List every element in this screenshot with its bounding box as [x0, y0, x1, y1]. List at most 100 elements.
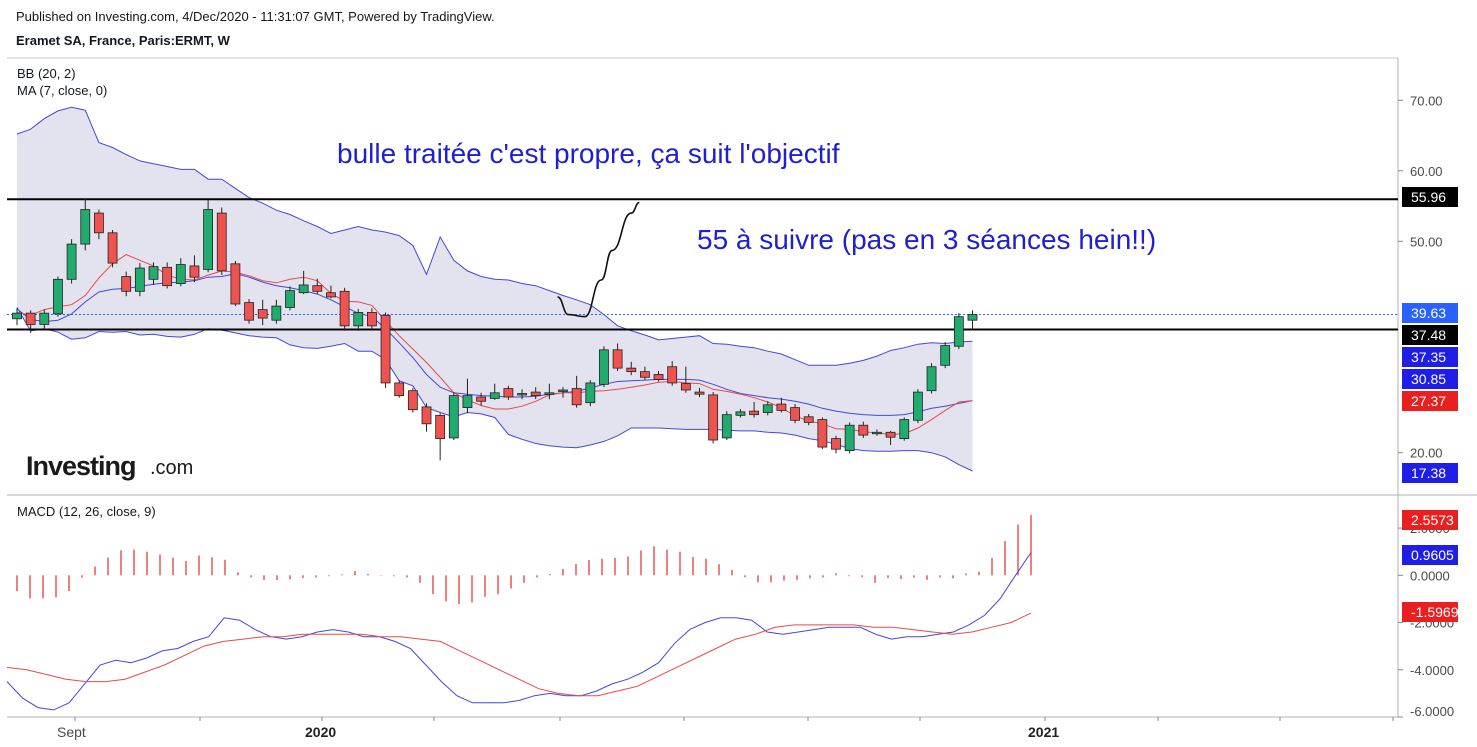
- candle: [12, 308, 22, 326]
- candle-body: [489, 392, 500, 399]
- price-tag-bg: [1402, 510, 1458, 530]
- candle-body: [339, 290, 350, 327]
- price-axis[interactable]: 70.00 60.00 50.00 20.00: [1398, 93, 1443, 461]
- price-tag-bg: [1402, 303, 1458, 323]
- candle-body: [189, 265, 200, 278]
- candle: [380, 312, 391, 388]
- candle-body: [558, 389, 568, 392]
- price-tag-bg: [1402, 391, 1458, 411]
- candle: [735, 409, 746, 418]
- candle: [667, 361, 678, 386]
- hand-drawn-projection: [557, 201, 640, 318]
- candle: [39, 309, 50, 330]
- price-pane[interactable]: [7, 106, 1398, 472]
- macd-pane[interactable]: [6, 514, 1032, 711]
- candle: [326, 285, 336, 299]
- candle: [353, 308, 364, 331]
- candle-body: [421, 406, 432, 425]
- candle: [571, 375, 582, 408]
- time-axis[interactable]: Sept 2020 2021: [57, 717, 1394, 740]
- candle: [967, 310, 978, 330]
- macd-tags: 2.5573 0.9605 -1.5969: [1402, 510, 1459, 622]
- price-tag: 37.48: [1402, 325, 1458, 345]
- candle-body: [312, 285, 323, 292]
- candle-body: [175, 264, 186, 284]
- candle-body: [476, 396, 487, 402]
- candle-body: [708, 394, 719, 441]
- price-tag-value: 0.9605: [1411, 547, 1454, 563]
- price-tag: 2.5573: [1402, 510, 1458, 530]
- price-tag-bg: [1402, 369, 1458, 389]
- macd-signal-line: [6, 612, 1032, 697]
- candle-body: [953, 316, 964, 347]
- candle-body: [967, 314, 978, 321]
- candle: [530, 387, 541, 400]
- candle-body: [366, 312, 377, 327]
- time-tick-label: 2021: [1028, 724, 1059, 740]
- candle: [599, 346, 609, 388]
- candle-body: [462, 395, 473, 408]
- candle-body: [244, 302, 254, 321]
- candle-body: [107, 232, 118, 264]
- ma-indicator-label[interactable]: MA (7, close, 0): [17, 83, 107, 98]
- candle-body: [926, 366, 937, 392]
- candle: [271, 299, 282, 324]
- investing-logo: Investing .com: [26, 451, 193, 481]
- candle: [776, 397, 787, 413]
- candle: [899, 417, 910, 441]
- candle-body: [831, 438, 841, 450]
- bollinger-indicator-label[interactable]: BB (20, 2): [17, 66, 76, 81]
- macd-tick-label: -6.0000: [1410, 704, 1454, 719]
- macd-indicator-label[interactable]: MACD (12, 26, close, 9): [17, 504, 156, 519]
- price-tag-value: 37.35: [1411, 349, 1446, 365]
- candle-body: [599, 349, 609, 385]
- candle: [790, 404, 800, 424]
- candle: [721, 411, 732, 441]
- candle: [421, 403, 432, 432]
- candle-body: [749, 410, 759, 416]
- candle-body: [353, 312, 364, 327]
- candle-body: [394, 382, 405, 397]
- candle-body: [94, 212, 104, 234]
- price-tick-label: 60.00: [1410, 164, 1443, 179]
- candle-body: [626, 367, 637, 373]
- price-tag: 0.9605: [1402, 545, 1458, 565]
- price-tag: 37.35: [1402, 347, 1458, 367]
- candle: [230, 260, 241, 307]
- candle: [803, 413, 814, 426]
- candle-body: [39, 312, 50, 325]
- candle-body: [940, 345, 951, 366]
- candle-body: [230, 263, 241, 305]
- candle-body: [517, 393, 527, 396]
- candle-body: [271, 305, 282, 321]
- candle-body: [66, 243, 77, 280]
- candle: [953, 313, 964, 350]
- bollinger-band-fill: [17, 107, 973, 472]
- candle: [694, 387, 705, 398]
- time-tick-label: Sept: [57, 724, 86, 740]
- publication-note: Published on Investing.com, 4/Dec/2020 -…: [16, 9, 495, 24]
- price-tag-value: 55.96: [1411, 189, 1446, 205]
- candle-body: [913, 391, 923, 421]
- candle-body: [326, 292, 336, 298]
- candle-body: [844, 424, 855, 451]
- candle: [749, 401, 759, 418]
- candle-body: [257, 309, 268, 319]
- candle-body: [721, 414, 732, 439]
- candle: [762, 401, 773, 416]
- macd-tick-label: 0.0000: [1410, 568, 1450, 583]
- price-tag-value: 37.48: [1411, 327, 1446, 343]
- candle: [612, 343, 623, 371]
- price-tag-bg: [1402, 463, 1458, 483]
- candle: [558, 387, 568, 398]
- price-tag: 55.96: [1402, 187, 1458, 207]
- candle: [312, 278, 323, 295]
- candle-body: [162, 266, 173, 287]
- candle-body: [680, 383, 691, 391]
- macd-tick-label: -4.0000: [1410, 663, 1454, 678]
- candle-body: [53, 278, 63, 315]
- price-tags: 55.96 39.63 37.48 37.35 30.85 27.37 17.38: [1402, 187, 1458, 483]
- candle: [489, 383, 500, 400]
- candle: [940, 342, 951, 369]
